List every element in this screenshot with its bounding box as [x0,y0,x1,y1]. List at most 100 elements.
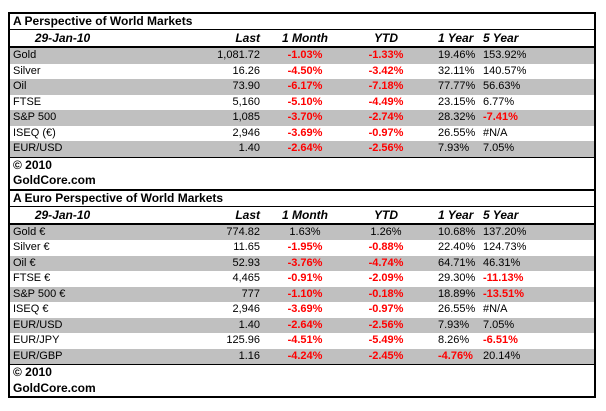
one-month-value-cell: -4.51% [287,334,323,346]
goldcore-text: GoldCore.com [13,173,96,187]
one-year-value-cell: 19.46% [438,49,476,61]
market-row: S&P 500 1,085 -3.70% -2.74% 28.32% -7.41% [10,110,594,126]
goldcore-text: GoldCore.com [13,380,96,395]
section-title: A Euro Perspective of World Markets [10,191,594,207]
euro-markets-table: 29-Jan-10 Last 1 Month YTD 1 Year 5 Year… [10,206,594,366]
asset-name-cell: Gold [13,49,37,61]
five-year-value-cell: 137.20% [483,225,527,238]
market-row: EUR/USD 1.40 -2.64% -2.56% 7.93% 7.05% [10,317,594,333]
world-markets-table-body: Gold 1,081.72 -1.03% -1.33% 19.46% 153.92% Sil… [10,47,594,157]
five-year-value-cell: -6.51% [483,334,518,346]
one-year-value-cell: 8.26% [438,334,470,346]
one-month-value-cell: -1.95% [287,241,323,253]
five-year-value-cell: 7.05% [483,142,515,154]
market-row: Silver 16.26 -4.50% -3.42% 32.11% 140.57% [10,64,594,80]
column-header-5-year: 5 Year [479,30,594,48]
one-year-value-cell: 22.40% [438,241,476,253]
market-row: EUR/USD 1.40 -2.64% -2.56% 7.93% 7.05% [10,141,594,157]
one-month-value-cell: -2.64% [287,142,323,154]
ytd-value-cell: -4.49% [368,95,404,108]
one-month-value-cell: -2.64% [287,318,323,331]
ytd-value-cell: -0.97% [368,126,404,139]
last-value-cell: 1.40 [238,318,260,331]
ytd-value-cell: -5.49% [368,334,404,346]
last-value-cell: 2,946 [232,126,260,139]
five-year-value-cell: 6.77% [483,95,515,108]
one-month-value-cell: -0.91% [287,272,323,284]
ytd-value-cell: -3.42% [368,64,404,77]
one-month-value-cell: -6.17% [287,80,323,92]
ytd-value-cell: -2.45% [368,349,404,362]
last-value-cell: 774.82 [226,225,260,238]
asset-name-cell: Silver € [13,241,50,253]
asset-name-cell: ISEQ (€) [13,126,56,139]
asset-name-cell: FTSE € [13,272,51,284]
one-year-value-cell: 29.30% [438,272,476,284]
one-year-value-cell: 28.32% [438,111,476,123]
market-row: EUR/GBP 1.16 -4.24% -2.45% -4.76% 20.14% [10,348,594,365]
market-row: Oil € 52.93 -3.76% -4.74% 64.71% 46.31% [10,255,594,271]
market-row: ISEQ € 2,946 -3.69% -0.97% 26.55% #N/A [10,302,594,318]
last-value-cell: 73.90 [232,80,260,92]
market-row: Gold € 774.82 1.63% 1.26% 10.68% 137.20% [10,223,594,240]
last-value-cell: 52.93 [232,256,260,269]
one-month-value-cell: 1.63% [289,225,321,238]
ytd-value-cell: -1.33% [368,49,404,61]
one-year-value-cell: 64.71% [438,256,476,269]
asset-name-cell: FTSE [13,95,42,108]
one-month-value-cell: -1.10% [287,287,323,300]
one-year-value-cell: 23.15% [438,95,476,108]
date-header-cell: 29-Jan-10 [10,30,115,48]
last-value-cell: 11.65 [233,241,260,253]
last-value-cell: 1.40 [238,142,260,154]
five-year-value-cell: #N/A [483,303,508,315]
column-header-5-year: 5 Year [479,206,594,225]
one-month-value-cell: -3.70% [287,111,323,123]
asset-name-cell: S&P 500 [13,111,57,123]
market-row: S&P 500 € 777 -1.10% -0.18% 18.89% -13.51% [10,286,594,302]
column-header-1-month: 1 Month [265,206,345,225]
section-divider [10,188,594,191]
five-year-value-cell: 46.31% [483,256,521,269]
one-month-value-cell: -3.76% [287,256,323,269]
ytd-value-cell: -2.56% [368,142,404,154]
market-row: Oil 73.90 -6.17% -7.18% 77.77% 56.63% [10,79,594,95]
five-year-value-cell: 56.63% [483,80,521,92]
asset-name-cell: Silver [13,64,41,77]
euro-markets-table-body: Gold € 774.82 1.63% 1.26% 10.68% 137.20% Silve… [10,223,594,365]
five-year-value-cell: 7.05% [483,318,515,331]
last-value-cell: 777 [241,287,260,300]
one-year-value-cell: 77.77% [438,80,476,92]
market-row: FTSE € 4,465 -0.91% -2.09% 29.30% -11.13% [10,271,594,287]
five-year-value-cell: -13.51% [483,287,524,300]
ytd-value-cell: 1.26% [370,225,402,238]
last-value-cell: 2,946 [232,303,260,315]
column-header-ytd: YTD [345,30,427,48]
last-value-cell: 16.26 [232,64,260,77]
five-year-value-cell: -7.41% [483,111,518,123]
five-year-value-cell: -11.13% [483,272,524,284]
one-year-value-cell: 7.93% [438,142,470,154]
ytd-value-cell: -2.56% [368,318,404,331]
five-year-value-cell: 20.14% [483,349,521,362]
five-year-value-cell: 140.57% [483,64,527,77]
one-month-value-cell: -3.69% [287,303,323,315]
markets-report-box: A Perspective of World Markets 29-Jan-10… [8,12,596,398]
world-markets-section: A Perspective of World Markets 29-Jan-10… [10,14,594,189]
market-row: ISEQ (€) 2,946 -3.69% -0.97% 26.55% #N/A [10,126,594,142]
asset-name-cell: EUR/JPY [13,334,60,346]
one-year-value-cell: -4.76% [438,349,473,362]
copyright-text: © 2010 [13,157,52,172]
last-value-cell: 1,081.72 [217,49,260,61]
column-header-last: Last [115,206,265,225]
market-row: Gold 1,081.72 -1.03% -1.33% 19.46% 153.92% [10,47,594,64]
one-year-value-cell: 26.55% [438,303,476,315]
asset-name-cell: EUR/USD [13,142,63,154]
last-value-cell: 125.96 [226,334,260,346]
ytd-value-cell: -0.18% [368,287,404,300]
one-year-value-cell: 10.68% [438,225,476,238]
market-row: FTSE 5,160 -5.10% -4.49% 23.15% 6.77% [10,95,594,111]
asset-name-cell: EUR/USD [13,318,63,331]
five-year-value-cell: 124.73% [483,241,527,253]
